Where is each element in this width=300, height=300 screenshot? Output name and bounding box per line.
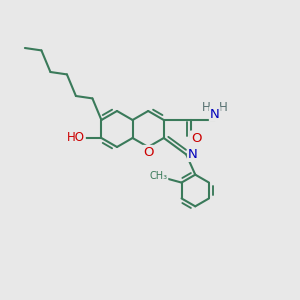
Text: CH₃: CH₃	[149, 171, 167, 181]
Text: N: N	[210, 107, 220, 121]
Text: H: H	[202, 101, 211, 114]
Text: N: N	[188, 148, 198, 161]
Text: HO: HO	[67, 131, 85, 144]
Text: O: O	[191, 131, 201, 145]
Text: H: H	[218, 101, 227, 114]
Text: O: O	[143, 146, 153, 159]
